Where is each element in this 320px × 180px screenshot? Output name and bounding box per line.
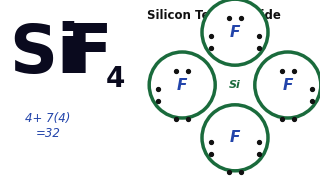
- Text: F: F: [230, 130, 240, 145]
- Text: F: F: [230, 25, 240, 40]
- Ellipse shape: [255, 52, 320, 118]
- Ellipse shape: [202, 105, 268, 171]
- Text: F: F: [67, 21, 113, 87]
- Text: F: F: [177, 78, 188, 93]
- Text: F: F: [283, 78, 293, 93]
- Text: Si: Si: [10, 21, 80, 87]
- Ellipse shape: [202, 0, 268, 65]
- Text: 4: 4: [106, 65, 125, 93]
- Text: 4+ 7(4)
=32: 4+ 7(4) =32: [25, 112, 71, 140]
- Ellipse shape: [149, 52, 215, 118]
- Text: Silicon Tetrafluoride: Silicon Tetrafluoride: [148, 9, 281, 22]
- Text: Si: Si: [229, 80, 241, 90]
